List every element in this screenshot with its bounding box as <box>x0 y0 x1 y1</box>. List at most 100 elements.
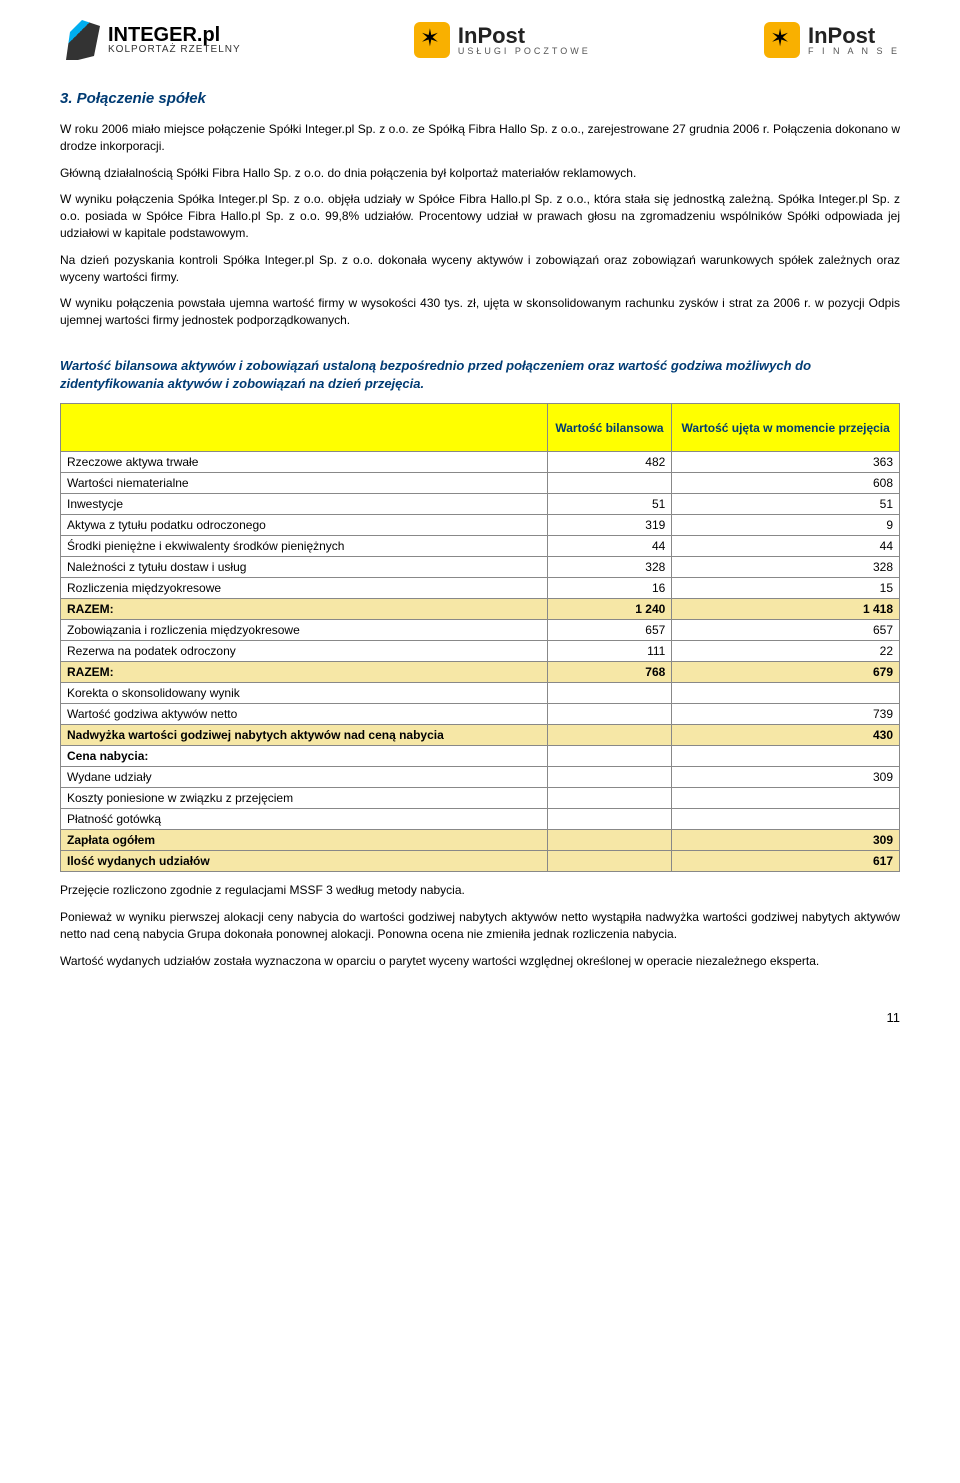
row-v2: 657 <box>672 620 900 641</box>
row-label: Aktywa z tytułu podatku odroczonego <box>61 515 548 536</box>
logo-integer-sub: KOLPORTAŻ RZETELNY <box>108 45 241 55</box>
logo-inpost-uslugi: InPost USŁUGI POCZTOWE <box>414 22 591 58</box>
row-v1: 44 <box>547 536 672 557</box>
paragraph: W wyniku połączenia Spółka Integer.pl Sp… <box>60 191 900 241</box>
paragraph: Na dzień pozyskania kontroli Spółka Inte… <box>60 252 900 286</box>
logo-inpost1-sub: USŁUGI POCZTOWE <box>458 47 591 56</box>
th-fair-value: Wartość ujęta w momencie przejęcia <box>672 404 900 452</box>
table-row: Rzeczowe aktywa trwałe482363 <box>61 452 900 473</box>
row-label: Nadwyżka wartości godziwej nabytych akty… <box>61 725 548 746</box>
row-v2: 15 <box>672 578 900 599</box>
row-v1 <box>547 683 672 704</box>
integer-icon <box>60 20 100 60</box>
th-blank <box>61 404 548 452</box>
acquisition-table: Wartość bilansowa Wartość ujęta w momenc… <box>60 403 900 872</box>
row-v1 <box>547 725 672 746</box>
row-v2: 309 <box>672 767 900 788</box>
row-v2: 22 <box>672 641 900 662</box>
paragraph: Przejęcie rozliczono zgodnie z regulacja… <box>60 882 900 899</box>
row-label: Cena nabycia: <box>61 746 548 767</box>
row-label: Koszty poniesione w związku z przejęciem <box>61 788 548 809</box>
row-v2: 9 <box>672 515 900 536</box>
row-label: Wydane udziały <box>61 767 548 788</box>
logo-integer-main: INTEGER.pl <box>108 25 241 45</box>
table-row: Płatność gotówką <box>61 809 900 830</box>
row-label: Zapłata ogółem <box>61 830 548 851</box>
logo-inpost-finanse: InPost F I N A N S E <box>764 22 900 58</box>
table-row: Wartość godziwa aktywów netto 739 <box>61 704 900 725</box>
table-row: Inwestycje5151 <box>61 494 900 515</box>
row-v2: 430 <box>672 725 900 746</box>
row-v2: 44 <box>672 536 900 557</box>
row-v1: 319 <box>547 515 672 536</box>
row-label: Wartość godziwa aktywów netto <box>61 704 548 725</box>
row-v2 <box>672 746 900 767</box>
table-row: Nadwyżka wartości godziwej nabytych akty… <box>61 725 900 746</box>
th-book-value: Wartość bilansowa <box>547 404 672 452</box>
table-row: Zobowiązania i rozliczenia międzyokresow… <box>61 620 900 641</box>
paragraph: Ponieważ w wyniku pierwszej alokacji cen… <box>60 909 900 943</box>
row-v1 <box>547 473 672 494</box>
page-number: 11 <box>60 1010 900 1025</box>
row-label: Płatność gotówką <box>61 809 548 830</box>
table-row: Cena nabycia: <box>61 746 900 767</box>
row-v1 <box>547 788 672 809</box>
table-row: Rozliczenia międzyokresowe1615 <box>61 578 900 599</box>
row-v1: 111 <box>547 641 672 662</box>
row-v2: 608 <box>672 473 900 494</box>
row-v1: 768 <box>547 662 672 683</box>
row-v1: 16 <box>547 578 672 599</box>
footer-paragraphs: Przejęcie rozliczono zgodnie z regulacja… <box>60 882 900 969</box>
paragraph: W wyniku połączenia powstała ujemna wart… <box>60 295 900 329</box>
table-row: Korekta o skonsolidowany wynik <box>61 683 900 704</box>
row-v2 <box>672 788 900 809</box>
table-caption: Wartość bilansowa aktywów i zobowiązań u… <box>60 357 900 393</box>
table-row: RAZEM:1 2401 418 <box>61 599 900 620</box>
row-v1: 657 <box>547 620 672 641</box>
table-row: RAZEM:768679 <box>61 662 900 683</box>
logo-bar: INTEGER.pl KOLPORTAŻ RZETELNY InPost USŁ… <box>60 20 900 60</box>
row-v2: 1 418 <box>672 599 900 620</box>
row-v1 <box>547 830 672 851</box>
row-v1: 328 <box>547 557 672 578</box>
section-heading: 3. Połączenie spółek <box>60 90 900 107</box>
table-row: Ilość wydanych udziałów 617 <box>61 851 900 872</box>
logo-inpost2-main: InPost <box>808 25 900 47</box>
row-label: RAZEM: <box>61 599 548 620</box>
row-label: Korekta o skonsolidowany wynik <box>61 683 548 704</box>
row-v1 <box>547 851 672 872</box>
row-v1: 1 240 <box>547 599 672 620</box>
table-row: Koszty poniesione w związku z przejęciem <box>61 788 900 809</box>
row-v1 <box>547 746 672 767</box>
row-v1 <box>547 704 672 725</box>
row-label: Rozliczenia międzyokresowe <box>61 578 548 599</box>
paragraph: Główną działalnością Spółki Fibra Hallo … <box>60 165 900 182</box>
inpost-icon <box>764 22 800 58</box>
row-v1: 51 <box>547 494 672 515</box>
row-v2 <box>672 683 900 704</box>
row-v2: 679 <box>672 662 900 683</box>
logo-inpost2-sub: F I N A N S E <box>808 47 900 56</box>
row-label: Rezerwa na podatek odroczony <box>61 641 548 662</box>
table-row: Wartości niematerialne608 <box>61 473 900 494</box>
table-row: Aktywa z tytułu podatku odroczonego3199 <box>61 515 900 536</box>
row-label: Środki pieniężne i ekwiwalenty środków p… <box>61 536 548 557</box>
table-row: Zapłata ogółem 309 <box>61 830 900 851</box>
table-row: Należności z tytułu dostaw i usług328328 <box>61 557 900 578</box>
row-label: RAZEM: <box>61 662 548 683</box>
body-paragraphs: W roku 2006 miało miejsce połączenie Spó… <box>60 121 900 329</box>
row-v2: 309 <box>672 830 900 851</box>
row-label: Należności z tytułu dostaw i usług <box>61 557 548 578</box>
row-label: Ilość wydanych udziałów <box>61 851 548 872</box>
table-row: Rezerwa na podatek odroczony11122 <box>61 641 900 662</box>
row-v2 <box>672 809 900 830</box>
table-body: Rzeczowe aktywa trwałe482363Wartości nie… <box>61 452 900 872</box>
row-v2: 51 <box>672 494 900 515</box>
row-v2: 617 <box>672 851 900 872</box>
row-v2: 739 <box>672 704 900 725</box>
table-row: Środki pieniężne i ekwiwalenty środków p… <box>61 536 900 557</box>
paragraph: Wartość wydanych udziałów została wyznac… <box>60 953 900 970</box>
row-v2: 328 <box>672 557 900 578</box>
row-label: Inwestycje <box>61 494 548 515</box>
row-v1 <box>547 809 672 830</box>
